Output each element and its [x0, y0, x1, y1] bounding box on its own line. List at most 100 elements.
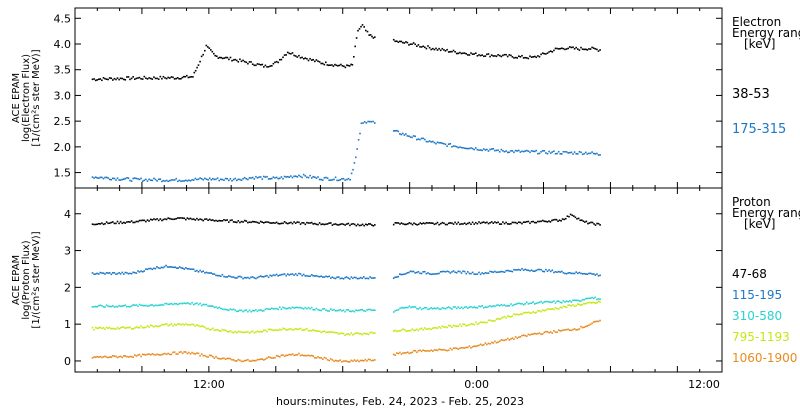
data-point — [578, 49, 581, 51]
data-point — [93, 78, 95, 80]
data-point — [439, 142, 442, 144]
data-point — [599, 154, 601, 156]
data-point — [435, 307, 437, 310]
data-point — [286, 329, 289, 331]
data-point — [433, 273, 436, 275]
data-point — [562, 272, 565, 274]
data-point — [213, 178, 216, 181]
data-point — [191, 351, 193, 354]
legend-title: Energy ranges — [732, 206, 800, 220]
data-point — [371, 35, 373, 38]
data-point — [425, 350, 428, 352]
data-point — [105, 356, 108, 358]
data-point — [599, 301, 601, 303]
data-point — [516, 269, 518, 271]
data-point — [349, 278, 351, 280]
data-point — [430, 349, 432, 351]
data-point — [323, 307, 326, 310]
data-point — [314, 275, 316, 277]
data-point — [412, 42, 415, 44]
data-point — [165, 323, 168, 325]
data-point — [315, 330, 318, 332]
data-point — [140, 325, 142, 327]
data-point — [275, 176, 278, 179]
data-point — [446, 48, 448, 51]
data-point — [479, 54, 482, 57]
data-point — [430, 307, 432, 309]
data-point — [570, 272, 573, 275]
data-point — [564, 151, 566, 153]
data-point — [540, 268, 542, 271]
data-point — [263, 66, 265, 68]
data-point — [328, 359, 330, 362]
data-point — [510, 54, 512, 57]
data-point — [242, 277, 244, 280]
data-point — [460, 272, 463, 274]
data-point — [369, 331, 371, 334]
data-point — [237, 220, 240, 222]
data-point — [524, 268, 526, 271]
data-point — [212, 219, 214, 221]
data-point — [247, 276, 249, 279]
data-point — [177, 303, 179, 306]
data-point — [325, 223, 327, 225]
data-point — [369, 223, 372, 225]
data-point — [506, 55, 509, 58]
data-point — [457, 52, 460, 55]
data-point — [428, 46, 431, 49]
data-point — [570, 46, 573, 49]
data-point — [403, 329, 406, 331]
data-point — [264, 221, 267, 223]
data-point — [279, 177, 281, 180]
data-point — [416, 45, 418, 47]
data-point — [419, 306, 421, 309]
data-point — [208, 354, 211, 357]
data-point — [301, 56, 303, 59]
data-point — [283, 327, 286, 330]
data-point — [372, 225, 375, 227]
data-point — [153, 353, 155, 356]
data-point — [573, 215, 575, 217]
data-point — [394, 130, 396, 132]
data-point — [124, 177, 127, 180]
data-point — [596, 320, 598, 323]
data-point — [559, 47, 562, 50]
data-point — [173, 351, 176, 353]
data-point — [353, 162, 356, 164]
data-point — [422, 349, 424, 351]
data-point — [247, 358, 249, 361]
data-point — [255, 309, 257, 311]
data-point — [508, 305, 511, 307]
data-point — [290, 273, 292, 276]
data-point — [519, 313, 522, 315]
data-point — [267, 221, 270, 224]
legend-entry: 175-315 — [732, 122, 786, 137]
data-point — [567, 47, 569, 50]
data-point — [476, 307, 479, 309]
data-point — [580, 325, 582, 328]
data-point — [224, 219, 227, 222]
data-point — [226, 219, 228, 221]
data-point — [264, 176, 267, 178]
data-point — [341, 361, 343, 363]
data-point — [392, 277, 395, 279]
data-point — [368, 223, 370, 225]
data-point — [320, 275, 322, 277]
data-point — [591, 322, 593, 325]
data-point — [194, 177, 197, 180]
data-point — [470, 323, 472, 325]
data-point — [272, 274, 275, 276]
data-point — [451, 271, 453, 273]
data-point — [202, 325, 205, 328]
data-point — [510, 303, 512, 305]
data-point — [489, 55, 491, 58]
data-point — [532, 333, 534, 335]
data-point — [196, 217, 198, 220]
data-point — [248, 277, 251, 280]
data-point — [118, 272, 120, 274]
data-point — [495, 318, 498, 320]
data-point — [232, 359, 235, 361]
data-point — [561, 270, 563, 273]
data-point — [419, 328, 421, 330]
data-point — [342, 360, 345, 362]
